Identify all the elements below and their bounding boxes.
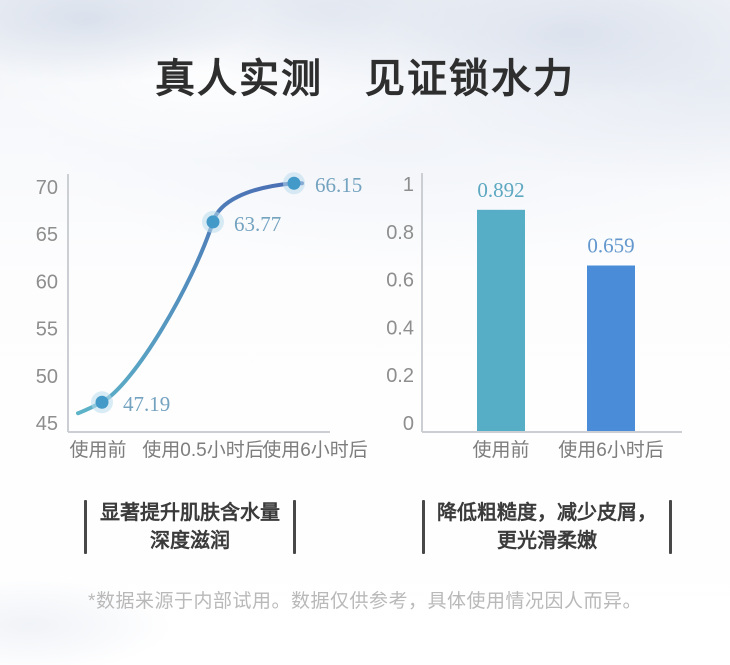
caption-roughness-line1: 降低粗糙度，减少皮屑，	[437, 502, 657, 524]
bar-value-label: 0.892	[477, 178, 524, 202]
disclaimer-text: *数据来源于内部试用。数据仅供参考，具体使用情况因人而异。	[88, 591, 642, 612]
y-tick-label: 0.2	[386, 365, 414, 387]
caption-bar-right	[293, 500, 296, 554]
caption-bar-right	[669, 500, 672, 554]
data-point-value-label: 66.15	[315, 173, 362, 197]
x-tick-label: 使用前	[472, 439, 529, 461]
y-tick-label: 0.4	[386, 317, 414, 339]
data-point	[206, 215, 220, 229]
y-tick-label: 0.6	[386, 270, 414, 292]
bar	[477, 209, 525, 431]
data-point	[95, 395, 109, 409]
caption-moisture-line1: 显著提升肌肤含水量	[100, 502, 280, 524]
caption-moisture-line2: 深度滋润	[150, 530, 230, 552]
y-tick-label: 55	[36, 319, 58, 341]
data-point-value-label: 47.19	[123, 392, 170, 416]
bar	[587, 265, 635, 431]
data-point-value-label: 63.77	[234, 212, 281, 236]
page-title: 真人实测 见证锁水力	[155, 57, 575, 101]
caption-roughness: 降低粗糙度，减少皮屑， 更光滑柔嫩	[422, 497, 672, 557]
x-tick-label: 使用0.5小时后	[142, 439, 263, 461]
y-tick-label: 0	[403, 413, 414, 435]
y-tick-label: 70	[36, 177, 58, 199]
caption-moisture-text: 显著提升肌肤含水量 深度滋润	[87, 499, 293, 555]
y-tick-label: 65	[36, 224, 58, 246]
y-tick-label: 1	[403, 174, 414, 196]
x-tick-label: 使用前	[69, 439, 126, 461]
y-tick-label: 45	[36, 413, 58, 435]
x-tick-label: 使用6小时后	[558, 439, 664, 461]
data-point	[287, 176, 301, 190]
caption-bar-left	[422, 500, 425, 554]
x-tick-label: 使用6小时后	[262, 439, 368, 461]
y-tick-label: 50	[36, 366, 58, 388]
caption-bar-left	[84, 500, 87, 554]
bar-value-label: 0.659	[587, 233, 634, 257]
caption-moisture: 显著提升肌肤含水量 深度滋润	[84, 497, 296, 557]
caption-roughness-line2: 更光滑柔嫩	[497, 530, 597, 552]
y-tick-label: 0.8	[386, 222, 414, 244]
y-tick-label: 60	[36, 271, 58, 293]
caption-roughness-text: 降低粗糙度，减少皮屑， 更光滑柔嫩	[425, 499, 669, 555]
roughness-bar-chart: 0 0.2 0.4 0.6 0.8 1 0.892 使用前 0.659 使用6小时后	[386, 173, 682, 461]
